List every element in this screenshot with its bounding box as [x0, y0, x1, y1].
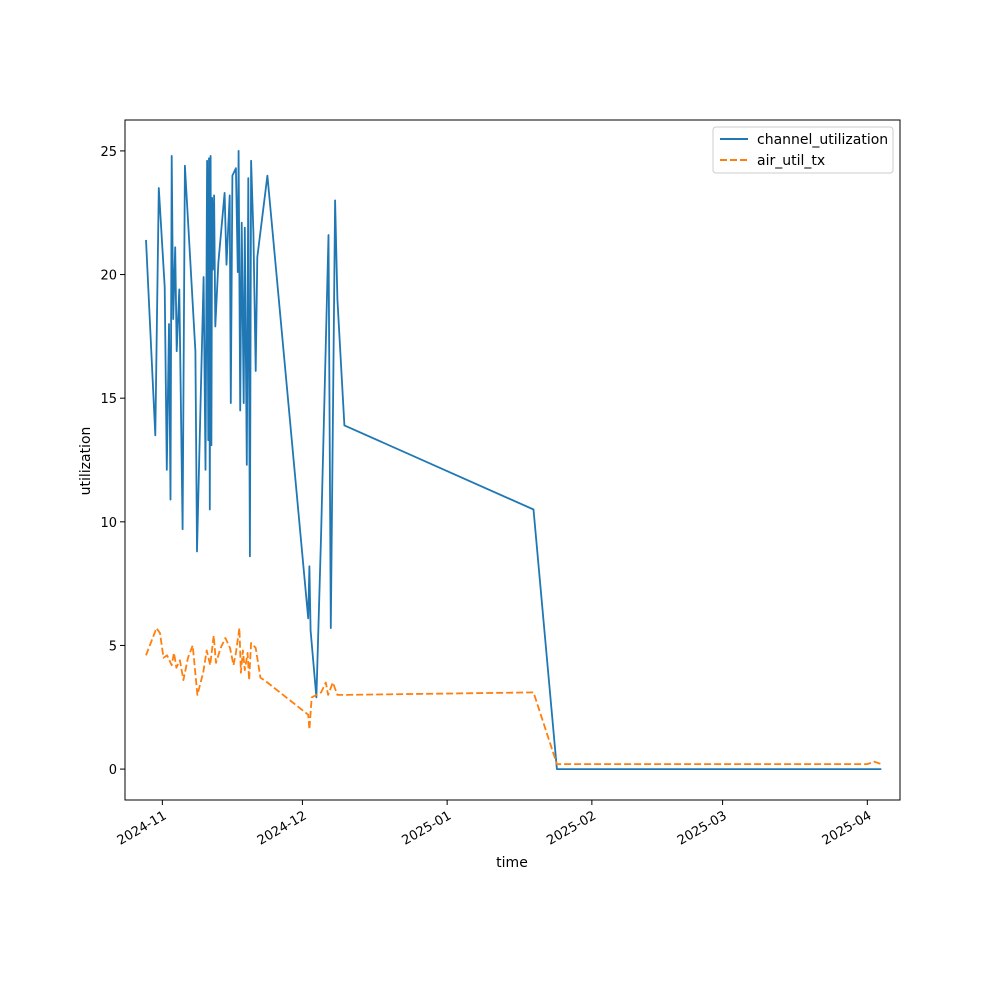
series-line-channel-utilization: [145, 150, 882, 770]
y-axis-label: utilization: [78, 427, 94, 496]
y-tick-label: 15: [100, 392, 117, 407]
x-axis-label: time: [496, 855, 528, 871]
series-line-air-util-tx: [145, 627, 882, 765]
y-tick-label: 25: [100, 145, 117, 160]
y-tick-label: 5: [109, 639, 117, 654]
legend: channel_utilization air_util_tx: [712, 126, 894, 174]
plot-area: [145, 150, 882, 770]
legend-label-air-util-tx: air_util_tx: [757, 153, 825, 169]
legend-label-channel-utilization: channel_utilization: [757, 132, 888, 148]
legend-box: [712, 126, 894, 174]
y-tick-label: 0: [109, 763, 117, 778]
y-tick-label: 20: [100, 269, 117, 284]
plot-frame: [124, 119, 901, 801]
y-axis: 0 5 10 15 20 25: [100, 145, 125, 778]
y-tick-label: 10: [100, 516, 117, 531]
